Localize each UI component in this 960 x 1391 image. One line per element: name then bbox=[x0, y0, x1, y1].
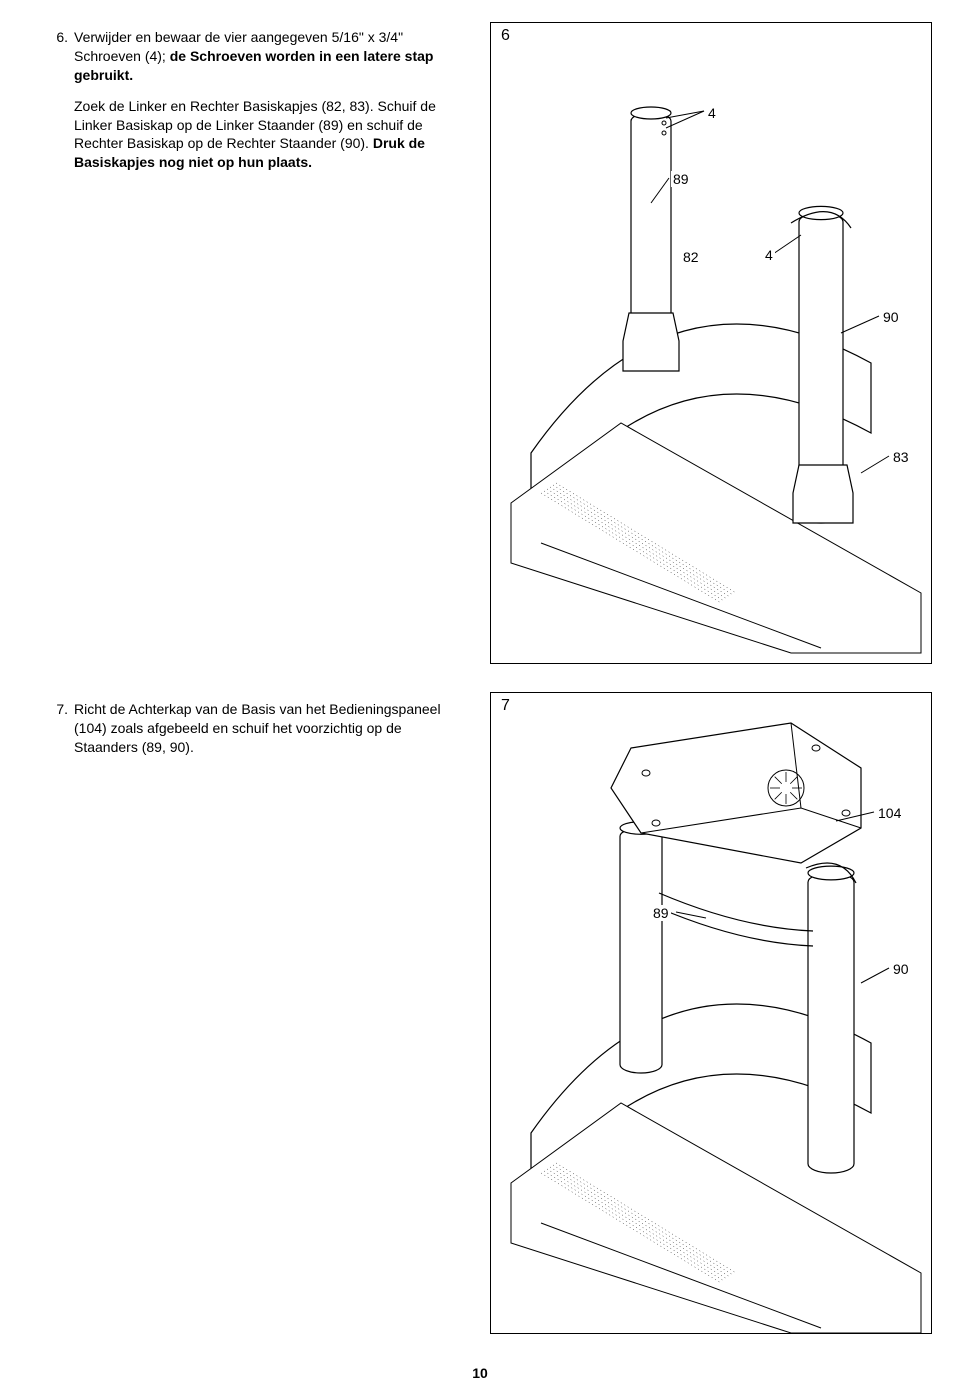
figure-7: 7 1048990 bbox=[490, 692, 932, 1334]
step-6-block: 6. Verwijder en bewaar de vier aangegeve… bbox=[46, 28, 446, 184]
step-paragraph: Richt de Achterkap van de Basis van het … bbox=[74, 700, 446, 757]
callout-label: 89 bbox=[671, 171, 691, 187]
callout-label: 83 bbox=[891, 449, 911, 465]
text-run: Richt de Achterkap van de Basis van het … bbox=[74, 701, 441, 755]
callout-label: 90 bbox=[891, 961, 911, 977]
callout-label: 82 bbox=[681, 249, 701, 265]
step-paragraph: Verwijder en bewaar de vier aangegeven 5… bbox=[74, 28, 446, 85]
step-paragraph: Zoek de Linker en Rechter Basiskapjes (8… bbox=[74, 97, 446, 173]
callout-label: 4 bbox=[763, 247, 775, 263]
step-7-block: 7. Richt de Achterkap van de Basis van h… bbox=[46, 700, 446, 769]
step-7-number: 7. bbox=[46, 700, 74, 769]
callout-label: 4 bbox=[706, 105, 718, 121]
figure-7-drawing bbox=[491, 693, 931, 1333]
callout-label: 90 bbox=[881, 309, 901, 325]
figure-6: 6 4898249083 bbox=[490, 22, 932, 664]
callout-label: 104 bbox=[876, 805, 903, 821]
page: 6. Verwijder en bewaar de vier aangegeve… bbox=[0, 0, 960, 1391]
callout-label: 89 bbox=[651, 905, 671, 921]
step-7-content: Richt de Achterkap van de Basis van het … bbox=[74, 700, 446, 769]
step-6-number: 6. bbox=[46, 28, 74, 184]
step-6-content: Verwijder en bewaar de vier aangegeven 5… bbox=[74, 28, 446, 184]
page-number: 10 bbox=[0, 1365, 960, 1381]
